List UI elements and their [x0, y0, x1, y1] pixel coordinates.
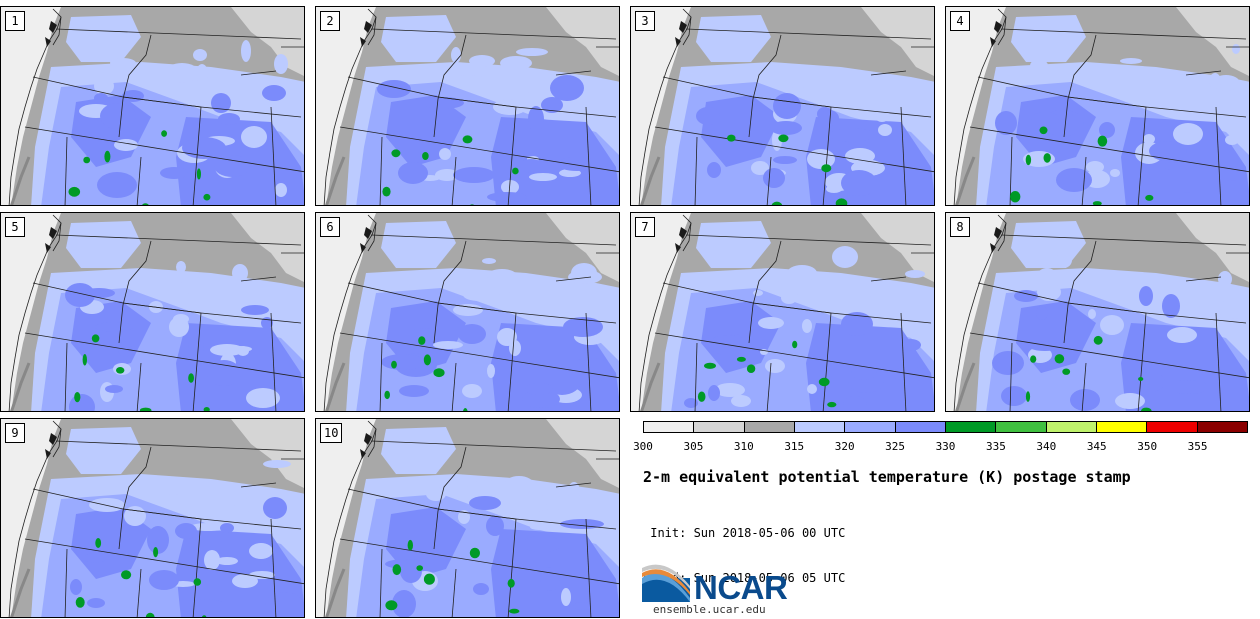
member-number-label: 5	[5, 217, 25, 237]
member-map-panel: 8	[945, 212, 1250, 412]
member-map	[1, 7, 304, 205]
member-map-panel: 4	[945, 6, 1250, 206]
colorbar	[643, 421, 1248, 433]
init-time: Init: Sun 2018-05-06 00 UTC	[643, 526, 846, 540]
member-number-label: 3	[635, 11, 655, 31]
colorbar-swatch	[1197, 422, 1247, 432]
member-map	[631, 213, 934, 411]
member-map-panel: 7	[630, 212, 935, 412]
colorbar-tick-label: 300	[633, 440, 653, 453]
colorbar-swatch	[1046, 422, 1097, 432]
colorbar-swatch	[694, 422, 745, 432]
member-map-panel: 3	[630, 6, 935, 206]
member-map	[1, 419, 304, 617]
ncar-logo: NCAR ensemble.ucar.edu	[642, 561, 797, 619]
colorbar-tick-label: 340	[1036, 440, 1057, 453]
member-map	[946, 213, 1249, 411]
member-map	[946, 7, 1249, 205]
colorbar-tick-label: 350	[1137, 440, 1158, 453]
run-times: Init: Sun 2018-05-06 00 UTC Valid: Sun 2…	[643, 496, 845, 601]
colorbar-tick-label: 310	[733, 440, 754, 453]
colorbar-swatch	[744, 422, 795, 432]
member-number-label: 8	[950, 217, 970, 237]
colorbar-tick-label: 315	[784, 440, 805, 453]
colorbar-tick-label: 330	[935, 440, 956, 453]
member-number-label: 4	[950, 11, 970, 31]
member-number-label: 1	[5, 11, 25, 31]
colorbar-swatch	[945, 422, 997, 432]
colorbar-swatch	[1147, 422, 1198, 432]
logo-url: ensemble.ucar.edu	[653, 603, 766, 616]
member-map	[316, 419, 619, 617]
colorbar-swatch	[845, 422, 896, 432]
member-number-label: 7	[635, 217, 655, 237]
member-map-panel: 6	[315, 212, 620, 412]
colorbar-tick-label: 335	[985, 440, 1006, 453]
colorbar-tick-label: 325	[885, 440, 906, 453]
member-number-label: 10	[320, 423, 343, 443]
colorbar-swatch	[644, 422, 695, 432]
member-number-label: 9	[5, 423, 25, 443]
member-map-panel: 9	[0, 418, 305, 618]
ncar-wordmark: NCAR	[694, 569, 788, 606]
colorbar-swatch	[794, 422, 846, 432]
colorbar-swatch	[1096, 422, 1148, 432]
colorbar-swatch	[996, 422, 1047, 432]
member-map	[316, 213, 619, 411]
figure-title: 2-m equivalent potential temperature (K)…	[643, 468, 1131, 486]
colorbar-tick-label: 320	[834, 440, 855, 453]
member-map-panel: 1	[0, 6, 305, 206]
colorbar-tick-label: 345	[1086, 440, 1107, 453]
ncar-swoosh-icon	[642, 564, 690, 602]
member-map-panel: 10	[315, 418, 620, 618]
member-map	[316, 7, 619, 205]
member-map-panel: 5	[0, 212, 305, 412]
member-map-panel: 2	[315, 6, 620, 206]
member-map	[1, 213, 304, 411]
colorbar-tick-label: 305	[683, 440, 704, 453]
member-number-label: 6	[320, 217, 340, 237]
member-number-label: 2	[320, 11, 340, 31]
colorbar-swatch	[895, 422, 946, 432]
member-map	[631, 7, 934, 205]
colorbar-tick-label: 355	[1187, 440, 1208, 453]
